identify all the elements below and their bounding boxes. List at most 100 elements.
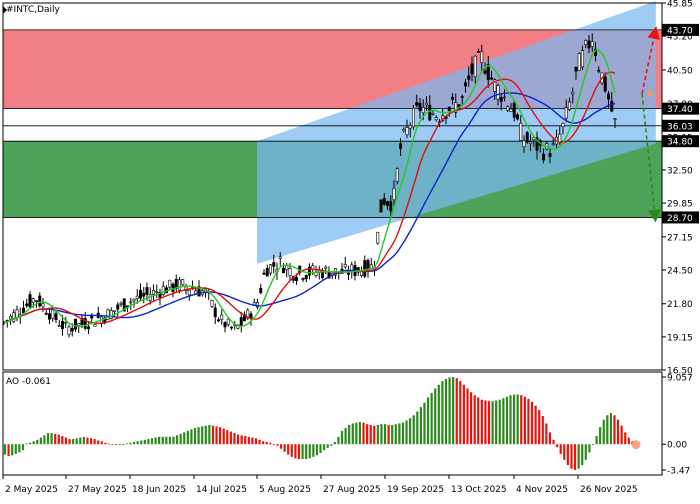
ao-bar-21 — [79, 437, 82, 445]
candle-body-49 — [161, 286, 165, 295]
ao-y-tick-label-0: 9.057 — [667, 374, 693, 384]
candle-body-51 — [168, 279, 172, 288]
ao-bar-41 — [150, 438, 154, 445]
candle-body-20 — [67, 326, 71, 336]
candle-body-16 — [54, 313, 58, 321]
ao-bar-27 — [100, 441, 103, 445]
ao-bar-13 — [50, 433, 53, 445]
ao-bar-61 — [222, 428, 225, 445]
ao-bar-173 — [624, 432, 627, 445]
ao-bar-7 — [28, 442, 32, 445]
ao-bar-139 — [502, 398, 505, 445]
candle-body-150 — [489, 77, 493, 80]
candle-body-187 — [610, 100, 614, 112]
ao-bar-37 — [136, 441, 139, 445]
candle-body-126 — [411, 107, 415, 128]
candle-body-123 — [402, 129, 406, 132]
ao-bar-5 — [21, 444, 25, 451]
ao-bar-120 — [434, 388, 437, 445]
candle-body-47 — [155, 291, 159, 293]
ao-bar-47 — [172, 436, 175, 445]
candle-body-175 — [571, 92, 575, 95]
ao-bar-128 — [462, 384, 466, 445]
candle-body-44 — [145, 287, 149, 295]
ao-bar-155 — [559, 444, 562, 454]
ao-bar-113 — [409, 418, 412, 445]
ao-bar-68 — [247, 436, 250, 445]
ao-bar-0 — [3, 444, 7, 455]
candle-body-88 — [288, 268, 292, 277]
candle-body-79 — [259, 288, 263, 294]
candle-body-75 — [246, 309, 250, 319]
candle-body-124 — [405, 127, 409, 136]
candle-body-65 — [213, 307, 217, 318]
symbol-label: #INTC,Daily — [6, 5, 60, 15]
candle-body-34 — [113, 310, 117, 313]
candle-body-26 — [87, 326, 91, 330]
ao-bar-79 — [287, 444, 290, 455]
forecast-origin-dot — [647, 91, 653, 97]
ao-bar-166 — [599, 427, 602, 445]
ao-bar-142 — [513, 394, 516, 445]
candle-body-80 — [262, 272, 266, 275]
ao-bar-129 — [466, 388, 469, 445]
x-tick-label-1: 27 May 2025 — [68, 485, 127, 495]
ao-bar-65 — [236, 434, 240, 445]
ao-bar-1 — [7, 444, 10, 457]
candle-body-64 — [210, 300, 214, 307]
ao-bar-161 — [581, 444, 584, 466]
ao-last-marker — [631, 440, 641, 450]
candle-body-159 — [519, 122, 523, 141]
candle-body-43 — [142, 292, 146, 297]
candle-body-9 — [31, 298, 35, 303]
y-tick-label-8: 24.50 — [667, 266, 693, 276]
ao-bar-55 — [201, 426, 204, 445]
ao-bar-40 — [147, 439, 150, 445]
candle-body-85 — [278, 256, 282, 259]
price-badge-label-1: 37.40 — [667, 105, 693, 115]
candle-body-118 — [385, 201, 389, 206]
candle-body-36 — [119, 302, 123, 305]
ao-bar-30 — [111, 444, 114, 446]
candle-body-133 — [434, 117, 438, 121]
candle-body-11 — [38, 295, 42, 307]
ao-bar-158 — [570, 444, 573, 469]
ao-bar-29 — [107, 443, 111, 445]
candle-body-33 — [109, 310, 113, 319]
candle-body-4 — [15, 309, 19, 318]
candle-body-116 — [379, 199, 383, 213]
ao-bar-140 — [505, 396, 509, 445]
ao-bar-51 — [186, 430, 189, 445]
ao-bar-42 — [154, 437, 157, 445]
y-tick-label-0: 45.85 — [667, 0, 693, 10]
candle-body-17 — [57, 325, 61, 327]
candle-body-42 — [139, 289, 143, 299]
x-tick-label-7: 13 Oct 2025 — [451, 485, 507, 495]
candle-body-46 — [152, 290, 156, 295]
candle-body-146 — [476, 51, 480, 53]
candle-body-41 — [135, 295, 139, 299]
candle-body-179 — [584, 40, 588, 45]
ao-bar-163 — [588, 444, 591, 453]
ao-bar-119 — [430, 393, 433, 445]
candle-body-154 — [502, 96, 506, 99]
candle-body-52 — [171, 283, 175, 292]
symbol-arrow-icon — [3, 6, 7, 14]
ao-bar-105 — [380, 424, 383, 445]
candle-body-35 — [116, 304, 120, 310]
candle-body-48 — [158, 292, 162, 298]
candle-body-100 — [327, 272, 331, 279]
ao-bar-14 — [54, 433, 57, 445]
ao-bar-10 — [39, 437, 42, 445]
candle-body-137 — [447, 106, 451, 112]
candle-body-15 — [51, 308, 55, 319]
candle-body-172 — [561, 123, 565, 127]
x-tick-label-3: 14 Jul 2025 — [196, 485, 247, 495]
ao-bar-131 — [473, 395, 476, 445]
candle-body-188 — [613, 118, 617, 120]
ao-bar-94 — [340, 430, 344, 445]
candle-body-128 — [418, 103, 422, 111]
ao-bar-123 — [444, 378, 448, 445]
ao-bar-3 — [14, 444, 17, 454]
